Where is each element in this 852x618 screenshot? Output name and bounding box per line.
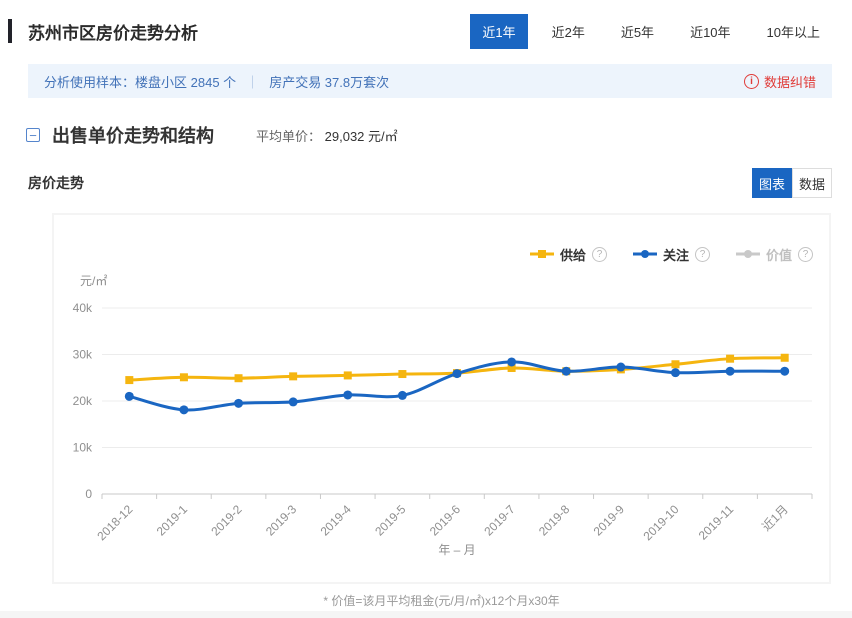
time-tab-1[interactable]: 近1年	[470, 14, 527, 49]
attention-point[interactable]	[671, 368, 680, 377]
x-tick-label: 2018-12	[94, 502, 135, 543]
collapse-minus-icon[interactable]: −	[26, 128, 40, 142]
legend-label-attention: 关注	[663, 245, 689, 264]
y-tick-label: 0	[85, 487, 92, 501]
title-wrap: 苏州市区房价走势分析	[8, 19, 198, 44]
attention-point[interactable]	[343, 390, 352, 399]
legend-circle-marker-icon	[633, 246, 657, 264]
legend-item-attention[interactable]: 关注?	[633, 245, 710, 264]
x-tick-label: 2019-4	[318, 502, 355, 539]
x-tick-label: 2019-10	[641, 502, 682, 543]
legend-label-supply: 供给	[560, 245, 586, 264]
y-tick-label: 30k	[73, 348, 93, 362]
sample-divider: ｜	[246, 72, 259, 91]
attention-point[interactable]	[398, 391, 407, 400]
help-icon-value[interactable]: ?	[798, 247, 813, 262]
info-circle-icon: i	[744, 74, 759, 89]
x-tick-label: 2019-3	[263, 502, 300, 539]
x-tick-label: 2019-9	[591, 502, 628, 539]
supply-point[interactable]	[344, 371, 352, 379]
y-tick-label: 10k	[73, 441, 93, 455]
trend-chart[interactable]: 元/㎡ 0 10k 20k 30k 40k 2018-12 2019-1 2019-2 2019-…	[54, 265, 829, 580]
chart-header: 房价走势 图表数据	[28, 168, 832, 198]
view-toggle: 图表数据	[752, 168, 832, 198]
time-tab-2[interactable]: 近2年	[540, 14, 597, 49]
legend-circle-marker-icon	[736, 246, 760, 264]
bottom-strip	[0, 611, 852, 618]
x-tick-label: 2019-8	[536, 502, 573, 539]
attention-point[interactable]	[179, 405, 188, 414]
legend-label-value: 价值	[766, 245, 792, 264]
view-tab-1[interactable]: 图表	[752, 168, 792, 198]
legend-item-value[interactable]: 价值?	[736, 245, 813, 264]
time-tab-5[interactable]: 10年以上	[755, 14, 832, 49]
x-tick-label: 近1月	[759, 502, 791, 534]
value-footnote: * 价值=该月平均租金(元/月/㎡)x12个月x30年	[52, 592, 831, 609]
sample-info-text: 分析使用样本： 楼盘小区 2845 个 ｜ 房产交易 37.8万套次	[44, 72, 389, 91]
attention-point[interactable]	[562, 367, 571, 376]
supply-point[interactable]	[726, 355, 734, 363]
chart-title: 房价走势	[28, 173, 84, 193]
sample-transactions: 房产交易 37.8万套次	[269, 72, 389, 91]
attention-point[interactable]	[289, 397, 298, 406]
data-error-label: 数据纠错	[764, 72, 816, 91]
section-title: 出售单价走势和结构	[52, 122, 214, 148]
x-tick-label: 2019-7	[481, 502, 518, 539]
help-icon-supply[interactable]: ?	[592, 247, 607, 262]
attention-point[interactable]	[234, 399, 243, 408]
supply-point[interactable]	[180, 373, 188, 381]
help-icon-attention[interactable]: ?	[695, 247, 710, 262]
x-tick-label: 2019-2	[208, 502, 245, 539]
attention-point[interactable]	[616, 363, 625, 372]
legend-item-supply[interactable]: 供给?	[530, 245, 607, 264]
x-tick-label: 2019-1	[154, 502, 191, 539]
page-header: 苏州市区房价走势分析 近1年近2年近5年近10年 10年以上	[0, 0, 852, 48]
supply-point[interactable]	[781, 354, 789, 362]
y-tick-label: 20k	[73, 394, 93, 408]
attention-point[interactable]	[726, 367, 735, 376]
data-error-link[interactable]: i 数据纠错	[744, 72, 816, 91]
page-title: 苏州市区房价走势分析	[28, 19, 198, 44]
supply-point[interactable]	[289, 372, 297, 380]
x-axis-title: 年 – 月	[438, 543, 475, 557]
section-header: − 出售单价走势和结构 平均单价： 29,032 元/㎡	[26, 122, 832, 148]
x-tick-label: 2019-5	[372, 502, 409, 539]
y-tick-label: 40k	[73, 301, 93, 315]
average-price-value: 29,032 元/㎡	[325, 129, 398, 144]
sample-info-bar: 分析使用样本： 楼盘小区 2845 个 ｜ 房产交易 37.8万套次 i 数据纠…	[28, 64, 832, 98]
supply-point[interactable]	[125, 376, 133, 384]
sample-communities: 楼盘小区 2845 个	[135, 72, 236, 91]
supply-point[interactable]	[235, 374, 243, 382]
title-accent-bar	[8, 19, 12, 43]
supply-point[interactable]	[671, 360, 679, 368]
chart-legend: 供给?关注?价值?	[504, 245, 813, 264]
x-tick-label: 2019-6	[427, 502, 464, 539]
x-tick-label: 2019-11	[696, 502, 737, 543]
time-tab-4[interactable]: 近10年	[678, 14, 742, 49]
attention-point[interactable]	[453, 369, 462, 378]
average-price-label: 平均单价：	[256, 129, 321, 144]
attention-point[interactable]	[780, 367, 789, 376]
y-axis-unit: 元/㎡	[80, 274, 107, 288]
attention-point[interactable]	[125, 392, 134, 401]
legend-square-marker-icon	[530, 246, 554, 264]
average-price: 平均单价： 29,032 元/㎡	[256, 126, 398, 145]
time-range-tabs: 近1年近2年近5年近10年 10年以上	[458, 14, 832, 49]
attention-point[interactable]	[507, 357, 516, 366]
chart-container: 供给?关注?价值? 元/㎡010k20k30k40k2018-122019-12…	[52, 213, 831, 584]
view-tab-2[interactable]: 数据	[792, 168, 832, 198]
supply-point[interactable]	[398, 370, 406, 378]
sample-label: 分析使用样本：	[44, 72, 135, 91]
time-tab-3[interactable]: 近5年	[609, 14, 666, 49]
